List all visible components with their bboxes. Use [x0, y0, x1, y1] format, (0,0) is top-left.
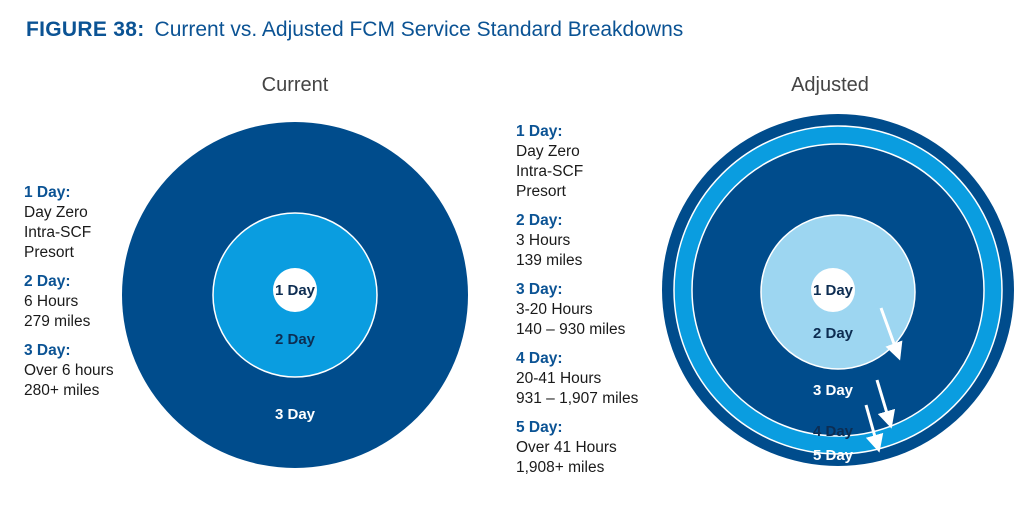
- current-label-1day: 1 Day: [275, 282, 316, 299]
- adjusted-rings: 1 Day 2 Day 3 Day 4 Day 5 Day: [662, 114, 1014, 466]
- current-rings: 1 Day 2 Day 3 Day: [122, 122, 468, 468]
- adjusted-label-5day: 5 Day: [813, 447, 854, 464]
- current-legend: 1 Day: Day Zero Intra-SCF Presort 2 Day:…: [24, 183, 114, 410]
- figure-caption: Current vs. Adjusted FCM Service Standar…: [154, 18, 684, 41]
- adjusted-heading: Adjusted: [791, 74, 869, 96]
- current-label-3day: 3 Day: [275, 406, 316, 423]
- adjusted-legend-5day: 5 Day: Over 41 Hours 1,908+ miles: [516, 419, 617, 476]
- current-ring-1day: [273, 268, 317, 312]
- figure-number: FIGURE 38:: [26, 18, 145, 41]
- adjusted-legend-1day: 1 Day: Day Zero Intra-SCF Presort: [516, 123, 584, 200]
- adjusted-legend-3day: 3 Day: 3-20 Hours 140 – 930 miles: [516, 281, 626, 338]
- adjusted-label-1day: 1 Day: [813, 282, 854, 299]
- current-legend-1day: 1 Day: Day Zero Intra-SCF Presort: [24, 184, 92, 261]
- current-legend-2day: 2 Day: 6 Hours 279 miles: [24, 273, 91, 330]
- current-label-2day: 2 Day: [275, 331, 316, 348]
- current-legend-3day: 3 Day: Over 6 hours 280+ miles: [24, 342, 114, 399]
- adjusted-ring-1day: [811, 268, 855, 312]
- adjusted-label-3day: 3 Day: [813, 382, 854, 399]
- adjusted-legend-4day: 4 Day: 20-41 Hours 931 – 1,907 miles: [516, 350, 639, 407]
- arrow-icon: [879, 307, 903, 361]
- arrow-icon: [864, 404, 884, 453]
- adjusted-label-2day: 2 Day: [813, 325, 854, 342]
- adjusted-legend-2day: 2 Day: 3 Hours 139 miles: [516, 212, 583, 269]
- figure-title: FIGURE 38: Current vs. Adjusted FCM Servi…: [26, 18, 683, 42]
- current-heading: Current: [261, 74, 329, 96]
- adjusted-label-4day: 4 Day: [813, 423, 854, 440]
- adjusted-legend: 1 Day: Day Zero Intra-SCF Presort 2 Day:…: [516, 122, 638, 487]
- arrow-icon: [875, 379, 896, 429]
